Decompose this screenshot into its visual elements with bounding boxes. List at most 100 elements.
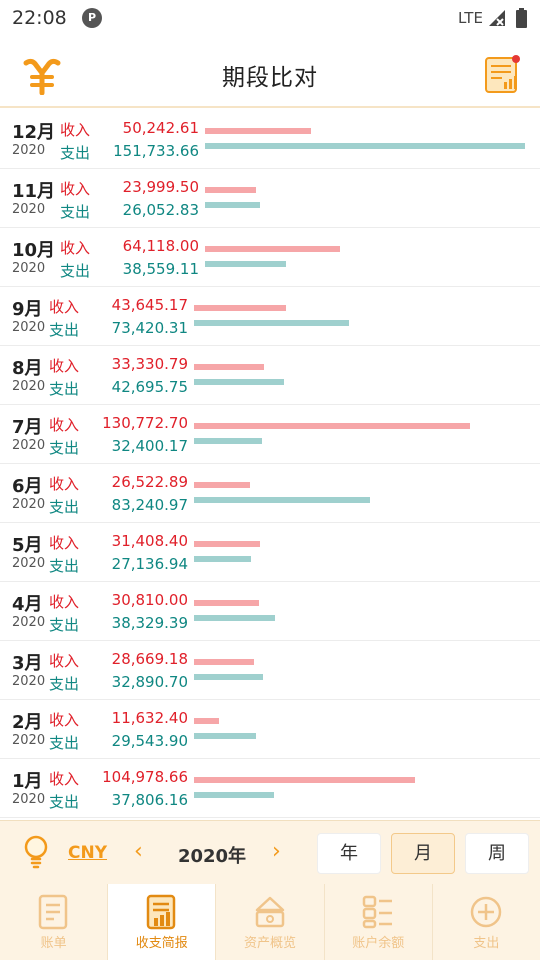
row-month: 11月 (12, 181, 56, 202)
list-item[interactable]: 3月 2020 收入 支出 28,669.18 32,890.70 (0, 641, 540, 700)
nav-item-assets[interactable]: 资产概览 (215, 884, 323, 960)
income-label: 收入 (60, 239, 91, 257)
next-year-button[interactable]: › (272, 839, 281, 864)
income-value: 31,408.40 (111, 532, 188, 550)
income-label: 收入 (49, 652, 80, 670)
income-bar (205, 187, 256, 193)
expense-value: 32,400.17 (111, 437, 188, 455)
income-bar (194, 305, 286, 311)
period-week-button[interactable]: 周 (465, 833, 529, 874)
row-month: 6月 (12, 476, 43, 497)
income-label: 收入 (49, 475, 80, 493)
expense-label: 支出 (49, 321, 80, 339)
income-value: 33,330.79 (111, 355, 188, 373)
row-year: 2020 (12, 261, 46, 276)
network-type: LTE (458, 9, 483, 27)
list-item[interactable]: 4月 2020 收入 支出 30,810.00 38,329.39 (0, 582, 540, 641)
expense-label: 支出 (60, 262, 91, 280)
row-year: 2020 (12, 556, 46, 571)
row-month: 2月 (12, 712, 43, 733)
list-item[interactable]: 7月 2020 收入 支出 130,772.70 32,400.17 (0, 405, 540, 464)
row-year: 2020 (12, 674, 46, 689)
currency-selector[interactable]: CNY (68, 843, 108, 863)
expense-value: 26,052.83 (122, 201, 199, 219)
row-month: 10月 (12, 240, 56, 261)
report-icon[interactable] (484, 54, 522, 94)
expense-value: 29,543.90 (111, 732, 188, 750)
expense-label: 支出 (60, 144, 91, 162)
row-month: 1月 (12, 771, 43, 792)
list-item[interactable]: 9月 2020 收入 支出 43,645.17 73,420.31 (0, 287, 540, 346)
income-bar (194, 423, 470, 429)
income-label: 收入 (49, 534, 80, 552)
nav-item-expense[interactable]: 支出 (431, 884, 540, 960)
expense-bar (194, 733, 256, 739)
income-value: 30,810.00 (111, 591, 188, 609)
row-year: 2020 (12, 497, 46, 512)
list-item[interactable]: 5月 2020 收入 支出 31,408.40 27,136.94 (0, 523, 540, 582)
nav-item-report[interactable]: 收支简报 (107, 884, 216, 960)
income-bar (205, 128, 311, 134)
period-month-button[interactable]: 月 (391, 833, 455, 874)
bottom-nav: 账单 收支简报 资产概览 账户余额 支出 (0, 884, 540, 960)
list-item[interactable]: 2月 2020 收入 支出 11,632.40 29,543.90 (0, 700, 540, 759)
assets-icon (255, 896, 285, 928)
expense-label: 支出 (49, 675, 80, 693)
income-label: 收入 (49, 298, 80, 316)
expense-bar (194, 674, 263, 680)
expense-label: 支出 (49, 380, 80, 398)
income-label: 收入 (49, 357, 80, 375)
income-label: 收入 (49, 711, 80, 729)
income-value: 26,522.89 (111, 473, 188, 491)
signal-icon (489, 10, 505, 26)
expense-bar (194, 438, 262, 444)
expense-bar (194, 792, 274, 798)
balance-icon (362, 895, 393, 929)
row-month: 12月 (12, 122, 56, 143)
list-item[interactable]: 10月 2020 收入 支出 64,118.00 38,559.11 (0, 228, 540, 287)
income-value: 23,999.50 (122, 178, 199, 196)
expense-bar (194, 615, 275, 621)
row-year: 2020 (12, 438, 46, 453)
nav-item-bill[interactable]: 账单 (0, 884, 107, 960)
prev-year-button[interactable]: ‹ (134, 839, 143, 864)
income-bar (194, 659, 254, 665)
income-bar (194, 600, 259, 606)
row-month: 4月 (12, 594, 43, 615)
income-label: 收入 (49, 416, 80, 434)
lightbulb-icon[interactable] (22, 835, 50, 871)
list-item[interactable]: 1月 2020 收入 支出 104,978.66 37,806.16 (0, 759, 540, 818)
app-notification-icon: P (82, 8, 102, 28)
row-year: 2020 (12, 379, 46, 394)
expense-label: 支出 (49, 734, 80, 752)
income-value: 43,645.17 (111, 296, 188, 314)
income-value: 104,978.66 (102, 768, 188, 786)
expense-label: 支出 (49, 793, 80, 811)
expense-value: 73,420.31 (111, 319, 188, 337)
nav-label-assets: 资产概览 (244, 936, 297, 951)
list-item[interactable]: 11月 2020 收入 支出 23,999.50 26,052.83 (0, 169, 540, 228)
list-item[interactable]: 8月 2020 收入 支出 33,330.79 42,695.75 (0, 346, 540, 405)
list-item[interactable]: 6月 2020 收入 支出 26,522.89 83,240.97 (0, 464, 540, 523)
list-item[interactable]: 12月 2020 收入 支出 50,242.61 151,733.66 (0, 110, 540, 169)
expense-bar (194, 497, 370, 503)
expense-bar (205, 143, 525, 149)
expense-value: 42,695.75 (111, 378, 188, 396)
period-comparison-list[interactable]: 12月 2020 收入 支出 50,242.61 151,733.66 11月 2020 收入支… (0, 110, 540, 818)
nav-item-balance[interactable]: 账户余额 (323, 884, 432, 960)
period-year-button[interactable]: 年 (317, 833, 381, 874)
app-header: 期段比对 (0, 38, 540, 108)
income-label: 收入 (60, 180, 91, 198)
expense-bar (205, 202, 260, 208)
income-bar (205, 246, 340, 252)
income-value: 50,242.61 (122, 119, 199, 137)
expense-label: 支出 (49, 439, 80, 457)
app-logo-icon[interactable] (22, 55, 62, 95)
income-bar (194, 541, 260, 547)
expense-bar (205, 261, 286, 267)
year-label: 2020年 (177, 846, 247, 867)
income-label: 收入 (49, 593, 80, 611)
row-year: 2020 (12, 615, 46, 630)
row-year: 2020 (12, 792, 46, 807)
income-value: 11,632.40 (111, 709, 188, 727)
